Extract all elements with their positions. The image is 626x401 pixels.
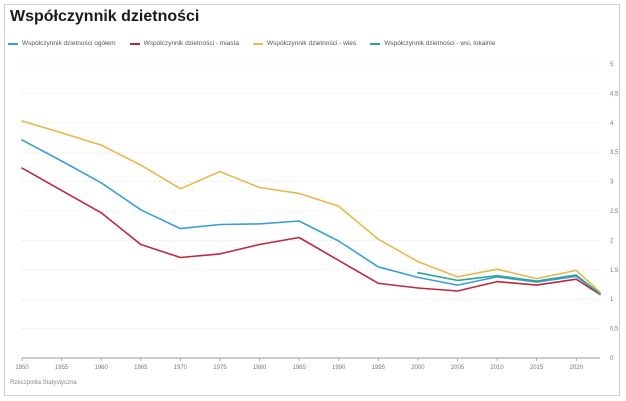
x-tick-label: 1980: [253, 365, 267, 371]
legend-swatch: [8, 42, 18, 45]
legend-swatch: [370, 42, 381, 45]
legend-swatch: [252, 42, 263, 45]
legend-item: Współczynnik dzietności - wsi, lokalnie: [370, 40, 495, 47]
y-tick-label: 0,5: [610, 327, 619, 333]
y-tick-label: 5: [610, 62, 614, 68]
x-tick-label: 1995: [372, 365, 386, 371]
x-tick-label: 2020: [570, 365, 584, 371]
x-tick-label: 1965: [134, 365, 148, 371]
x-tick-label: 2015: [530, 365, 544, 371]
x-tick-label: 2010: [490, 365, 504, 371]
y-tick-label: 1: [610, 297, 614, 303]
x-tick-label: 1990: [332, 365, 346, 371]
y-tick-label: 3: [610, 180, 614, 186]
x-tick-label: 1975: [213, 365, 227, 371]
y-tick-label: 2,5: [610, 209, 619, 215]
y-tick-label: 2: [610, 238, 614, 244]
legend-label: Współczynnik dzietności - miasta: [143, 40, 239, 47]
chart-title: Współczynnik dzietności: [10, 8, 200, 25]
legend-item: Współczynnik dzietności - wieś: [252, 40, 357, 47]
x-tick-label: 1960: [94, 365, 108, 371]
legend-item: Współczynnik dzietności - miasta: [129, 40, 239, 47]
y-tick-label: 1,5: [610, 268, 619, 274]
legend-label: Współczynnik dzietności ogółem: [22, 40, 116, 47]
x-tick-label: 2000: [411, 365, 425, 371]
legend-label: Współczynnik dzietności - wsi, lokalnie: [384, 40, 496, 47]
x-tick-label: 1970: [174, 365, 188, 371]
series-line: [417, 271, 601, 295]
y-tick-label: 4: [610, 121, 614, 127]
x-tick-label: 1955: [55, 365, 69, 371]
chart-source: Rzeczpolita Statystyczna: [10, 380, 77, 386]
series-line: [21, 139, 601, 295]
y-tick-label: 3,5: [610, 150, 619, 156]
x-tick-label: 1950: [15, 365, 29, 371]
x-tick-label: 2005: [451, 365, 465, 371]
chart-frame: [4, 4, 620, 396]
series-line: [21, 167, 601, 296]
y-tick-label: 4,5: [610, 91, 619, 97]
x-tick-label: 1985: [292, 365, 306, 371]
legend-item: Współczynnik dzietności ogółem: [8, 40, 116, 47]
legend-label: Współczynnik dzietności - wieś: [266, 40, 357, 47]
series-line: [21, 120, 601, 293]
chart-legend: Współczynnik dzietności ogółem Współczynn…: [8, 40, 608, 47]
legend-swatch: [129, 42, 140, 45]
y-tick-label: 0: [610, 356, 614, 362]
